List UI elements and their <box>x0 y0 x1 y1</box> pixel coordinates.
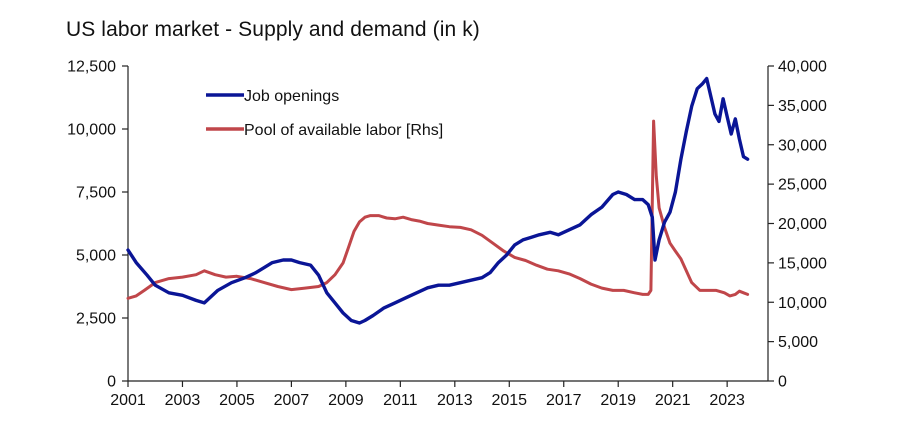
x-tick-label: 2003 <box>165 392 201 409</box>
y-left-tick-label: 2,500 <box>76 311 116 328</box>
y-right-tick-label: 30,000 <box>778 137 827 154</box>
y-right-tick-label: 25,000 <box>778 177 827 194</box>
legend-label-pool-of-available-labor: Pool of available labor [Rhs] <box>244 122 443 139</box>
x-tick-label: 2001 <box>110 392 146 409</box>
y-left-tick-label: 0 <box>107 374 116 391</box>
y-right-tick-label: 40,000 <box>778 59 827 76</box>
y-right-tick-label: 10,000 <box>778 295 827 312</box>
y-left-tick-label: 12,500 <box>67 59 116 76</box>
x-tick-label: 2005 <box>219 392 255 409</box>
x-tick-label: 2015 <box>491 392 527 409</box>
legend-label-job-openings: Job openings <box>244 88 339 105</box>
y-right-tick-label: 5,000 <box>778 334 818 351</box>
x-tick-label: 2019 <box>600 392 636 409</box>
x-tick-label: 2009 <box>328 392 364 409</box>
y-right-tick-label: 0 <box>778 374 787 391</box>
y-left-tick-label: 10,000 <box>67 122 116 139</box>
axes: 0 2,500 5,000 7,500 10,000 12,500 0 5,000 10,000… <box>67 59 827 410</box>
legend: Job openings Pool of available labor [Rh… <box>206 88 443 139</box>
y-right-tick-label: 15,000 <box>778 255 827 272</box>
x-tick-label: 2017 <box>546 392 582 409</box>
legend-item-job-openings: Job openings <box>206 88 339 105</box>
y-right-tick-label: 35,000 <box>778 98 827 115</box>
x-tick-label: 2013 <box>437 392 473 409</box>
x-tick-label: 2023 <box>709 392 745 409</box>
legend-item-pool-of-available-labor: Pool of available labor [Rhs] <box>206 122 443 139</box>
series-line-job-openings <box>126 76 750 325</box>
y-left-tick-label: 7,500 <box>76 185 116 202</box>
series-line-pool-of-available-labor-rhs <box>126 119 750 300</box>
chart-title: US labor market - Supply and demand (in … <box>66 18 480 41</box>
x-tick-label: 2007 <box>274 392 310 409</box>
y-left-tick-label: 5,000 <box>76 248 116 265</box>
x-tick-label: 2021 <box>655 392 691 409</box>
x-tick-label: 2011 <box>383 392 418 409</box>
series-lines <box>126 76 750 325</box>
y-right-tick-label: 20,000 <box>778 216 827 233</box>
